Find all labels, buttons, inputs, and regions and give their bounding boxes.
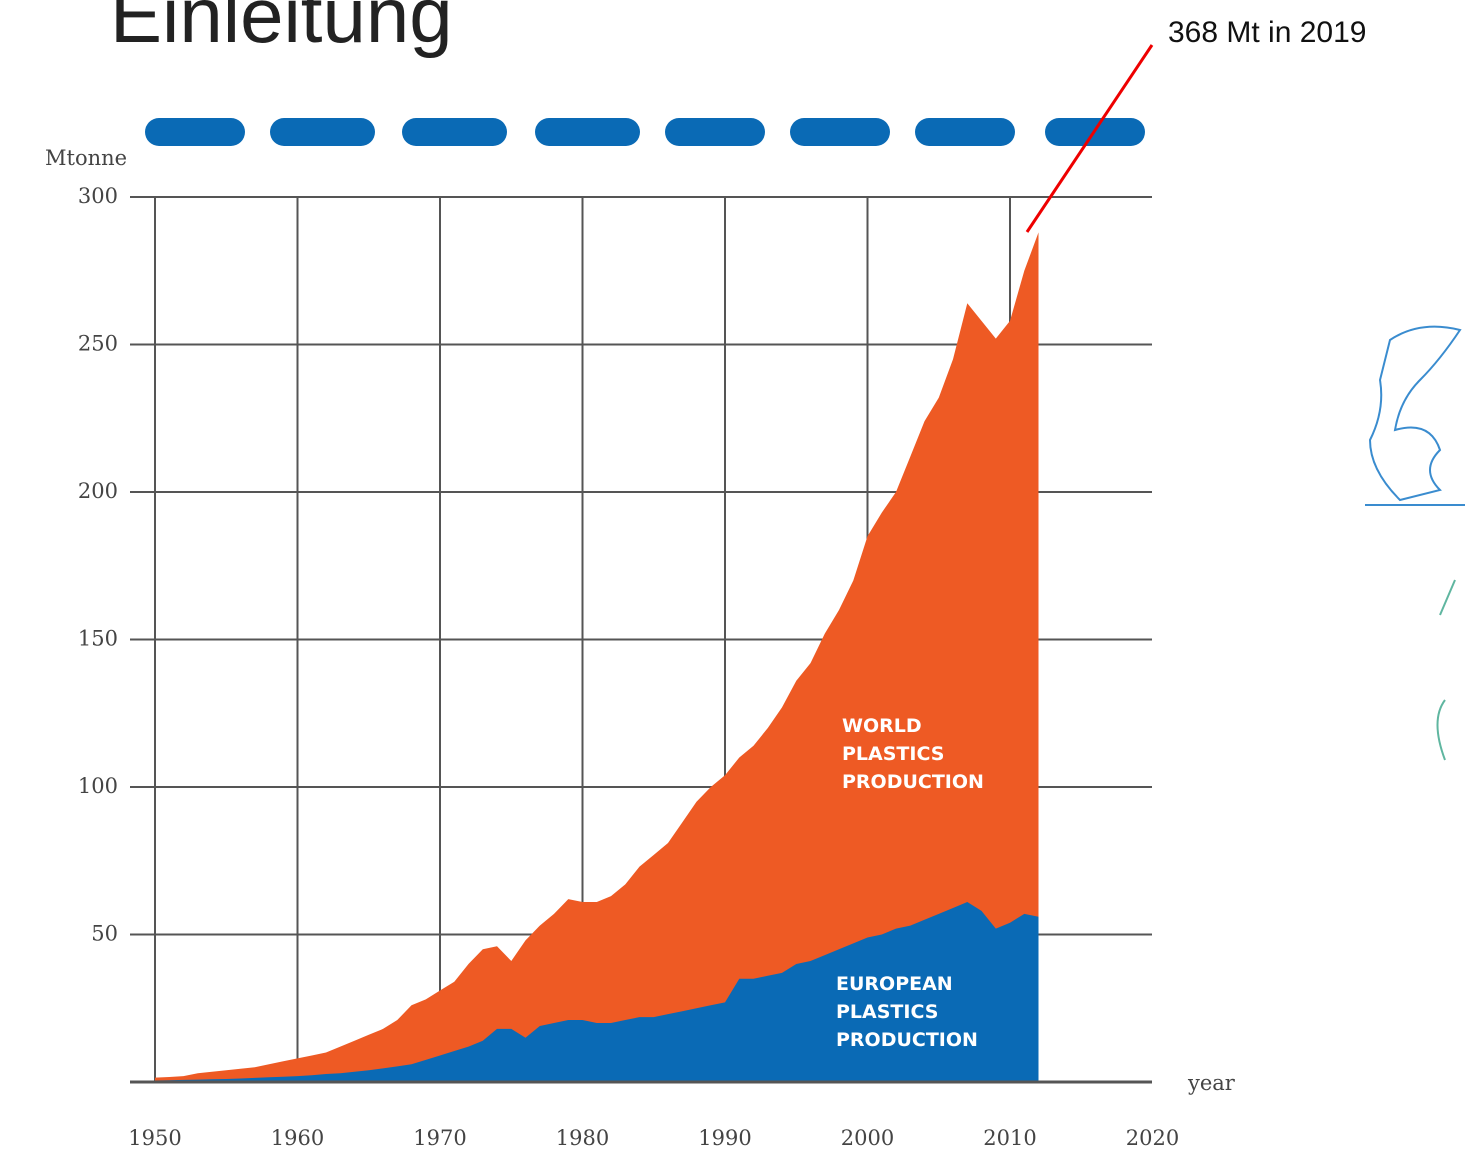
map-sketch [1365, 325, 1465, 761]
x-tick-label: 1990 [698, 1126, 751, 1150]
x-tick-label: 1980 [556, 1126, 609, 1150]
y-axis-label: Mtonne [45, 146, 127, 170]
x-axis-label: year [1187, 1071, 1236, 1095]
area [155, 232, 1039, 1082]
x-tick-label: 2000 [841, 1126, 894, 1150]
y-tick-label: 250 [78, 332, 118, 356]
y-tick-label: 300 [78, 184, 118, 208]
x-tick-label: 1960 [271, 1126, 324, 1150]
x-tick-label: 2020 [1126, 1126, 1179, 1150]
x-tick-label: 2010 [983, 1126, 1036, 1150]
y-tick-label: 150 [78, 627, 118, 651]
plot-area [155, 232, 1039, 1082]
y-tick-label: 100 [78, 774, 118, 798]
area [155, 902, 1039, 1082]
annotation-pointer [1025, 44, 1154, 233]
slide-title: Einleitung [110, 0, 453, 59]
x-tick-label: 1970 [413, 1126, 466, 1150]
x-tick-label: 1950 [128, 1126, 181, 1150]
series-label: WORLD PLASTICS PRODUCTION [842, 715, 984, 793]
annotation: 368 Mt in 2019 [1168, 16, 1366, 49]
series-label: EUROPEAN PLASTICS PRODUCTION [836, 973, 978, 1051]
y-tick-label: 200 [78, 479, 118, 503]
y-tick-label: 50 [91, 922, 118, 946]
header-bars [145, 118, 1145, 146]
